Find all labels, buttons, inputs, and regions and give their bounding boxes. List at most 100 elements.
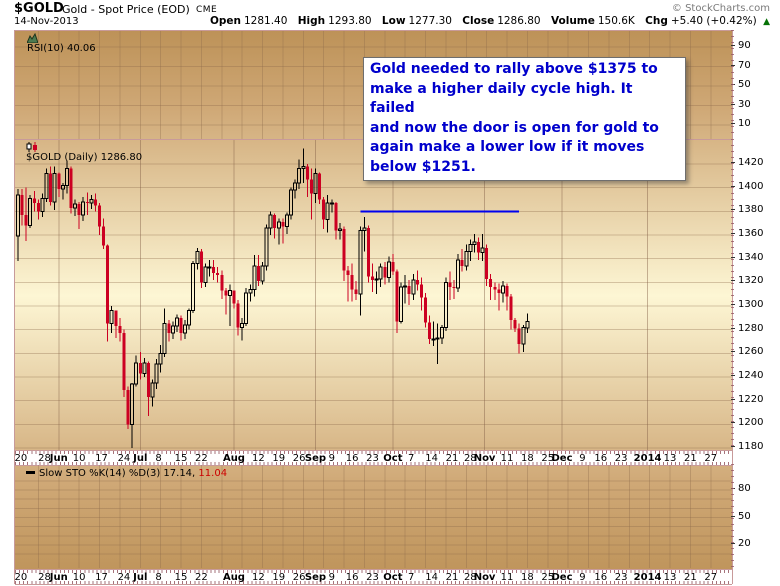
stockcharts-credit: © StockCharts.com bbox=[671, 3, 770, 14]
date-tick-label: 2014 bbox=[633, 572, 662, 583]
date-tick-label: 21 bbox=[445, 453, 459, 464]
minor-price-ticks bbox=[731, 464, 734, 567]
y-axis-label: 1400 bbox=[738, 180, 764, 192]
close-value: 1286.80 bbox=[497, 15, 541, 27]
date-tick-label: Jun bbox=[49, 572, 68, 583]
y-axis-label: 1300 bbox=[738, 298, 764, 310]
y-axis-label: 1240 bbox=[738, 369, 764, 381]
date-tick-label: Jul bbox=[133, 572, 148, 583]
open-label: Open bbox=[209, 15, 241, 27]
up-triangle-icon: ▲ bbox=[763, 17, 770, 27]
date-tick-label: 19 bbox=[272, 572, 286, 583]
date-tick-label: 21 bbox=[684, 572, 697, 583]
date-tick-label: 27 bbox=[704, 453, 718, 464]
date-tick-label: 23 bbox=[366, 572, 379, 583]
date-tick-label: 28 bbox=[463, 572, 477, 583]
symbol-description: Gold - Spot Price (EOD) bbox=[62, 3, 190, 16]
candlestick-icon bbox=[26, 142, 37, 152]
date-tick-label: 14 bbox=[425, 572, 438, 583]
date-tick-label: Aug bbox=[222, 453, 245, 464]
date-tick-label: 22 bbox=[195, 453, 208, 464]
minor-price-ticks bbox=[731, 30, 734, 138]
y-axis-label: 1420 bbox=[738, 157, 764, 168]
date-tick-label: Jul bbox=[133, 453, 148, 464]
y-axis-label: 1220 bbox=[738, 393, 764, 405]
date-tick-label: 12 bbox=[252, 453, 265, 464]
date-tick-label: 18 bbox=[521, 453, 534, 464]
rsi-legend-label: RSI(10) 40.06 bbox=[27, 43, 96, 54]
y-axis-margin: 90 70 50 30 10 1420 1400 1380 1360 1340 1320 1300 12… bbox=[731, 0, 780, 586]
sto-percent-d-value: 11.04 bbox=[198, 468, 228, 479]
y-axis-label: 1200 bbox=[738, 417, 764, 429]
date-tick-label: 12 bbox=[252, 572, 265, 583]
date-tick-label: 11 bbox=[500, 453, 514, 464]
rsi-mountain-icon bbox=[27, 33, 38, 43]
date-tick-label: 16 bbox=[345, 572, 359, 583]
symbol-title: $GOLD bbox=[14, 1, 64, 16]
date-tick-label: 26 bbox=[292, 572, 306, 583]
date-tick-label: 17 bbox=[95, 572, 108, 583]
date-tick-label: 9 bbox=[328, 572, 335, 583]
low-value: 1277.30 bbox=[408, 15, 452, 27]
date-tick-label: 26 bbox=[292, 453, 306, 464]
date-tick-label: 17 bbox=[95, 453, 108, 464]
date-tick-label: 9 bbox=[328, 453, 335, 464]
y-axis-label: 50 bbox=[738, 510, 751, 522]
date-tick-label: 9 bbox=[579, 572, 586, 583]
date-tick-label: 16 bbox=[594, 453, 608, 464]
date-tick-label: 28 bbox=[463, 453, 477, 464]
quote-date: 14-Nov-2013 bbox=[14, 16, 79, 27]
date-tick-label: 13 bbox=[663, 453, 677, 464]
date-tick-label: 20 bbox=[14, 453, 28, 464]
line-dash-icon bbox=[26, 471, 35, 474]
date-tick-label: 9 bbox=[579, 453, 586, 464]
y-axis-label: 30 bbox=[738, 98, 751, 110]
y-axis-label: 1260 bbox=[738, 346, 764, 358]
date-tick-label: 24 bbox=[117, 453, 131, 464]
change-label: Chg bbox=[645, 15, 668, 27]
date-tick-label: 16 bbox=[345, 453, 359, 464]
sto-grid-svg bbox=[15, 465, 732, 568]
stochastics-panel bbox=[15, 465, 732, 568]
price-candles-svg bbox=[15, 140, 732, 450]
y-axis-label: 90 bbox=[738, 40, 751, 51]
price-legend-label: $GOLD (Daily) 1286.80 bbox=[26, 152, 143, 163]
date-tick-label: 25 bbox=[541, 453, 555, 464]
date-axis-bottom: 20 28 Jun 10 17 24 Jul 8 15 22 Aug 12 19 26 Sep 9 16 23 Oc… bbox=[14, 569, 732, 585]
annotation-note: Gold needed to rally above $1375 to make… bbox=[363, 57, 686, 181]
y-axis-label: 1280 bbox=[738, 322, 764, 334]
y-axis-label: 10 bbox=[738, 118, 751, 129]
price-legend: $GOLD (Daily) 1286.80 bbox=[26, 142, 142, 163]
date-tick-label: Aug bbox=[222, 572, 245, 583]
date-tick-label: Dec bbox=[551, 572, 573, 583]
date-tick-label: 18 bbox=[521, 572, 534, 583]
date-tick-label: Oct bbox=[383, 572, 403, 583]
date-tick-label: 24 bbox=[117, 572, 131, 583]
volume-value: 150.6K bbox=[597, 15, 635, 27]
date-tick-label: 28 bbox=[38, 453, 51, 464]
price-panel bbox=[15, 140, 732, 450]
date-tick-label: Nov bbox=[473, 572, 496, 583]
y-axis-label: 50 bbox=[738, 79, 751, 90]
date-tick-label: 23 bbox=[366, 453, 379, 464]
date-tick-label: 2014 bbox=[633, 453, 662, 464]
date-tick-label: 23 bbox=[614, 572, 628, 583]
volume-label: Volume bbox=[550, 15, 595, 27]
date-tick-label: 22 bbox=[195, 572, 208, 583]
rsi-legend: RSI(10) 40.06 bbox=[27, 33, 96, 54]
date-tick-label: 19 bbox=[272, 453, 286, 464]
low-label: Low bbox=[381, 15, 406, 27]
date-tick-label: 14 bbox=[425, 453, 438, 464]
y-axis-label: 80 bbox=[738, 483, 751, 494]
date-tick-label: 15 bbox=[174, 572, 188, 583]
date-tick-label: 8 bbox=[155, 453, 162, 464]
exchange-label: CME bbox=[196, 5, 218, 15]
y-axis-label: 1320 bbox=[738, 275, 764, 287]
date-tick-label: 10 bbox=[72, 572, 86, 583]
date-tick-label: 21 bbox=[684, 453, 697, 464]
date-tick-label: 23 bbox=[614, 453, 628, 464]
y-axis-label: 70 bbox=[738, 59, 751, 71]
date-tick-label: 16 bbox=[594, 572, 608, 583]
date-tick-label: 25 bbox=[541, 572, 555, 583]
